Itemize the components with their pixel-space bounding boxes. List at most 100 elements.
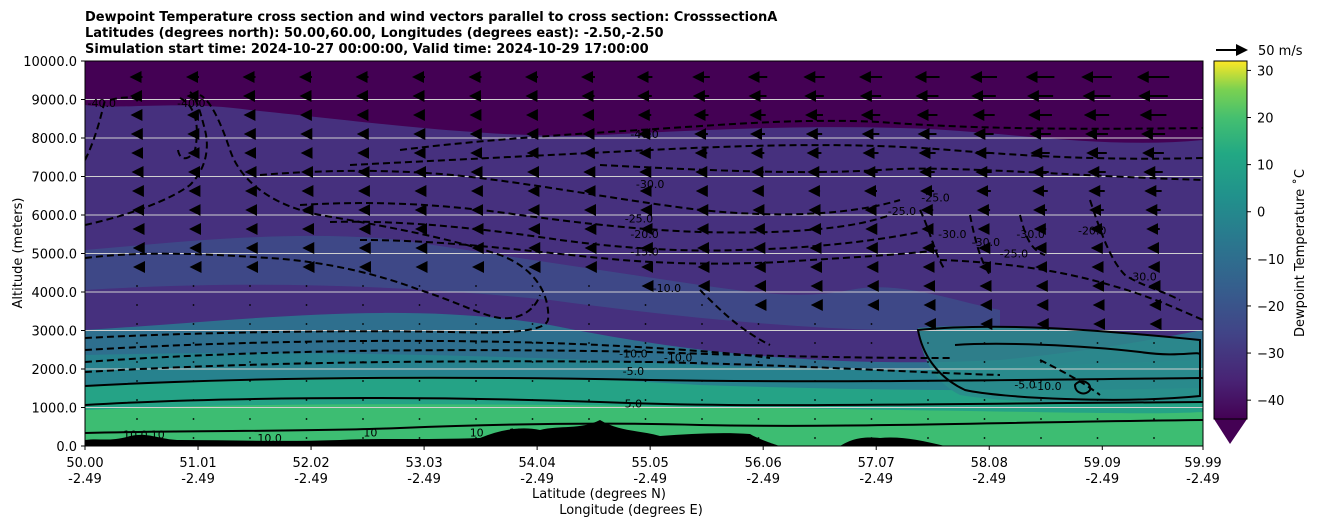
wind-vector <box>701 361 703 363</box>
x-tick-label-lat: 55.05 <box>632 456 669 471</box>
contour-dashed-m20b <box>329 220 921 252</box>
wind-vector <box>927 437 929 439</box>
wind-vector <box>757 418 760 420</box>
wind-vector <box>192 418 195 420</box>
wind-vector <box>814 342 816 344</box>
x-tick-label-lat: 57.07 <box>858 456 895 471</box>
wind-vector <box>870 361 873 363</box>
x-tick-label-lat: 54.04 <box>519 456 556 471</box>
x-tick-label-lon: -2.49 <box>1186 472 1220 487</box>
wind-vector <box>362 323 364 325</box>
plot-area: -40.0 -40.0-40.0-30.0-25.0-20.0-15.0-10.0… <box>85 61 1203 446</box>
contour-label: -20.0 <box>630 228 658 241</box>
wind-vector <box>870 418 873 420</box>
wind-vector <box>249 418 251 420</box>
wind-vector <box>249 361 251 363</box>
contour-label: 5.0 <box>625 398 643 411</box>
wind-vector <box>192 342 195 344</box>
wind-vector <box>701 437 703 439</box>
wind-vector <box>588 418 590 420</box>
x-tick-label-lat: 59.09 <box>1084 456 1121 471</box>
colorbar: 30 20 10 0 −10 −20 −30 −40 Dewpoint Temperature… <box>1213 60 1308 444</box>
wind-vector <box>531 285 534 287</box>
wind-vector <box>1096 418 1099 420</box>
wind-vector <box>418 380 421 382</box>
wind-vector <box>249 304 251 306</box>
contour-label: -25.0 <box>888 205 916 218</box>
wind-vector <box>983 399 986 401</box>
wind-vector <box>362 285 364 287</box>
x-tick-label-lon: -2.49 <box>859 472 893 487</box>
wind-vector <box>814 418 816 420</box>
contour-dashed-m10a <box>85 349 951 363</box>
wind-vector <box>136 380 138 382</box>
wind-vector <box>870 342 873 344</box>
colorbar-extend-triangle <box>1214 419 1247 444</box>
contour-label: -10.0 <box>653 282 681 295</box>
wind-vector <box>701 380 703 382</box>
contour-label: -15.0 <box>630 245 658 258</box>
y-tick-label: 1000.0 <box>32 402 78 417</box>
terrain-2 <box>840 437 945 446</box>
wind-vector <box>814 399 816 401</box>
x-tick-label-lon: -2.49 <box>520 472 554 487</box>
title-line-1: Dewpoint Temperature cross section and w… <box>85 10 777 25</box>
wind-vector <box>588 437 590 439</box>
y-tick-label: 9000.0 <box>32 94 78 109</box>
wind-vector <box>136 285 138 287</box>
wind-vector <box>362 437 364 439</box>
y-tick-label: 6000.0 <box>32 209 78 224</box>
y-tick-label: 2000.0 <box>32 363 78 378</box>
wind-vector <box>588 285 590 287</box>
wind-vector <box>136 323 138 325</box>
colorbar-ticks: 30 20 10 0 −10 −20 −30 −40 <box>1247 64 1284 409</box>
wind-vector <box>475 342 477 344</box>
wind-vector <box>362 399 364 401</box>
y-tick-label: 8000.0 <box>32 132 78 147</box>
y-tick-label: 4000.0 <box>32 286 78 301</box>
wind-vector <box>757 437 760 439</box>
x-tick-label-lon: -2.49 <box>407 472 441 487</box>
wind-vector <box>1040 437 1042 439</box>
wind-vector <box>305 285 308 287</box>
wind-vector <box>305 361 308 363</box>
wind-vector <box>1040 361 1042 363</box>
wind-vector <box>531 399 534 401</box>
wind-vector <box>588 342 590 344</box>
contour-label: -25.0 <box>1000 247 1028 260</box>
contour-dashed-m15b <box>359 239 941 265</box>
contour-label: -30.0 <box>938 228 966 241</box>
wind-vector <box>757 399 760 401</box>
contour-label: 10 <box>363 426 377 439</box>
wind-vector <box>305 323 308 325</box>
colorbar-tick-label: −30 <box>1257 347 1284 362</box>
wind-vector <box>1040 380 1042 382</box>
wind-vector <box>475 304 477 306</box>
wind-vector <box>588 323 590 325</box>
contour-label: -5.0 <box>623 365 644 378</box>
x-tick-label-lat: 52.02 <box>292 456 329 471</box>
wind-vector <box>644 418 647 420</box>
wind-vector <box>475 361 477 363</box>
contour-label: 10.0 <box>257 432 282 445</box>
wind-vector <box>927 418 929 420</box>
wind-vector <box>249 437 251 439</box>
wind-vector <box>1153 399 1155 401</box>
wind-vector <box>1153 418 1155 420</box>
contour-solid-5 <box>85 397 1203 407</box>
contour-label: 10 <box>470 426 484 439</box>
wind-vector <box>531 418 534 420</box>
contour-label: -30.0 <box>636 178 664 191</box>
wind-vector <box>644 342 647 344</box>
wind-vector <box>644 437 647 439</box>
wind-vector <box>701 342 703 344</box>
wind-vector <box>1040 399 1042 401</box>
y-tick-label: 5000.0 <box>32 248 78 263</box>
wind-vector <box>418 323 421 325</box>
x-tick-label-lat: 56.06 <box>745 456 782 471</box>
colorbar-label: Dewpoint Temperature ˚C <box>1292 169 1308 337</box>
x-axis-label: Latitude (degrees N) <box>532 487 666 502</box>
wind-vector <box>418 342 421 344</box>
wind-vector <box>531 323 534 325</box>
wind-vector <box>757 342 760 344</box>
